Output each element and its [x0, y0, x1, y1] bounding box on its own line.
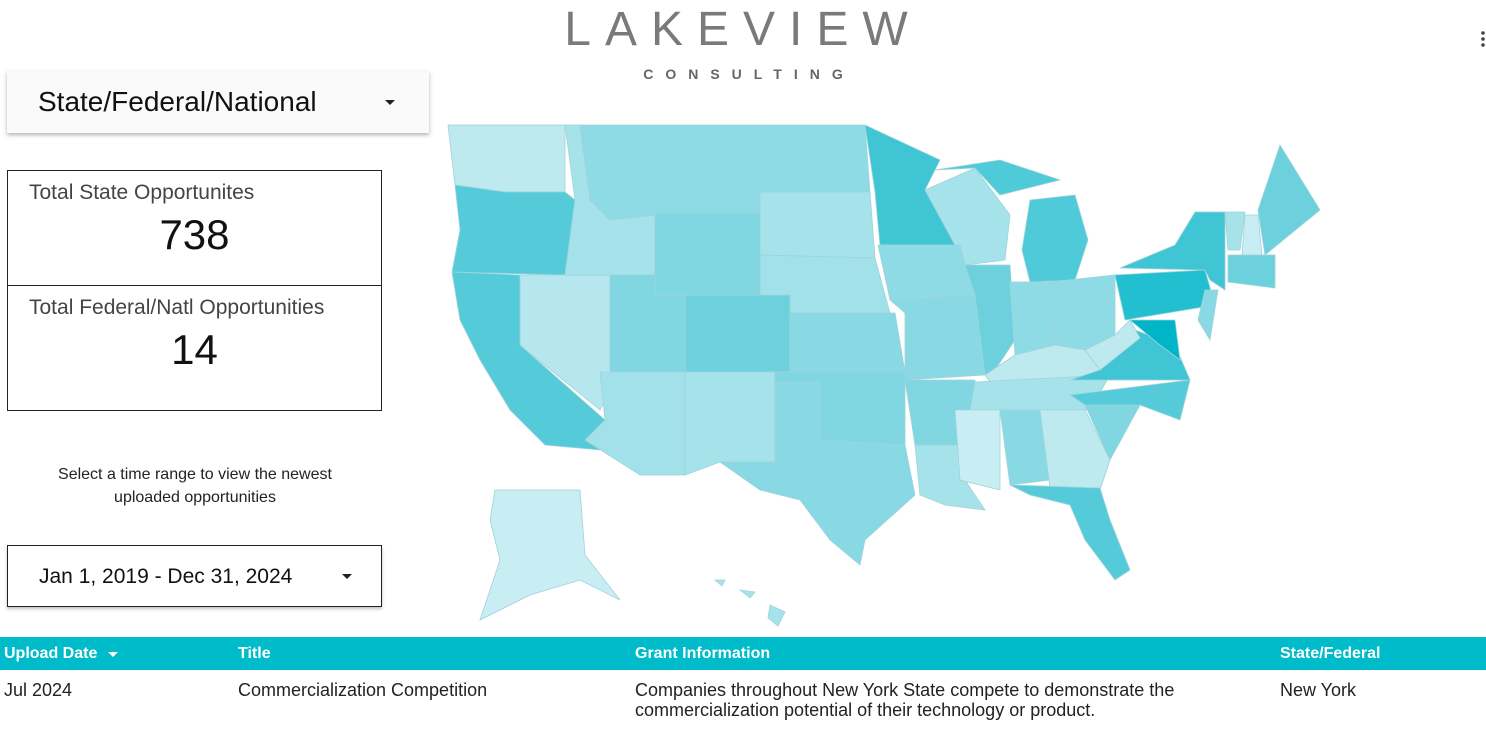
date-range-label: Jan 1, 2019 - Dec 31, 2024: [39, 565, 293, 588]
logo-title: LAKEVIEW: [564, 3, 922, 56]
state: [924, 167, 1011, 266]
state: [759, 191, 876, 259]
date-range-picker[interactable]: Jan 1, 2019 - Dec 31, 2024: [7, 545, 382, 607]
scorecard-value: 738: [159, 211, 230, 258]
table-header: Upload Date Title Grant Information Stat…: [0, 637, 1486, 670]
state: [954, 409, 1001, 491]
logo-subtitle: CONSULTING: [643, 66, 855, 82]
state: [713, 579, 726, 587]
state: [759, 124, 871, 193]
date-range-caret: [342, 574, 352, 579]
state: [1241, 214, 1263, 256]
state: [479, 489, 621, 621]
table-cell: Companies throughout New York State comp…: [635, 680, 1175, 720]
state: [934, 159, 1062, 196]
state: [447, 124, 566, 193]
instruction-text: Select a time range to view the newest u…: [58, 466, 332, 506]
state: [767, 604, 786, 627]
scorecard-value: 14: [171, 326, 218, 373]
more-menu[interactable]: [1476, 30, 1486, 50]
state: [718, 381, 916, 566]
state: [451, 184, 576, 276]
dropdown-label: State/Federal/National: [38, 86, 317, 117]
scorecard: Total State Opportunites 738: [7, 170, 382, 286]
sort-icon: [108, 652, 118, 657]
table-cell: Commercialization Competition: [238, 680, 488, 700]
state: [1009, 484, 1131, 581]
type-dropdown[interactable]: State/Federal/National: [7, 71, 429, 133]
state: [877, 244, 976, 301]
state: [888, 294, 986, 381]
state: [1257, 144, 1321, 256]
state: [1227, 254, 1276, 289]
state: [1197, 289, 1219, 342]
state: [1084, 319, 1141, 371]
state: [1119, 211, 1226, 291]
state: [1068, 379, 1191, 421]
state: [654, 212, 761, 296]
table-cell: Jul 2024: [4, 680, 73, 700]
table-cell: New York: [1280, 680, 1357, 700]
state: [579, 124, 761, 221]
state: [789, 312, 906, 373]
column-header[interactable]: Grant Information: [635, 645, 771, 662]
state: [684, 294, 791, 373]
state: [1049, 274, 1116, 351]
scorecard-label: Total State Opportunites: [29, 181, 255, 204]
state: [1224, 211, 1246, 251]
state: [738, 589, 756, 599]
dropdown-caret: [385, 100, 395, 105]
column-header[interactable]: Title: [238, 645, 271, 662]
state: [1009, 281, 1056, 356]
scorecard: Total Federal/Natl Opportunities 14: [7, 285, 382, 411]
column-header[interactable]: State/Federal: [1280, 645, 1381, 662]
scorecard-label: Total Federal/Natl Opportunities: [29, 296, 325, 319]
state: [1128, 319, 1181, 361]
column-header[interactable]: Upload Date: [4, 645, 98, 662]
state: [1021, 194, 1089, 283]
us-map: [447, 124, 1321, 627]
state: [684, 371, 776, 476]
state: [1039, 409, 1111, 491]
